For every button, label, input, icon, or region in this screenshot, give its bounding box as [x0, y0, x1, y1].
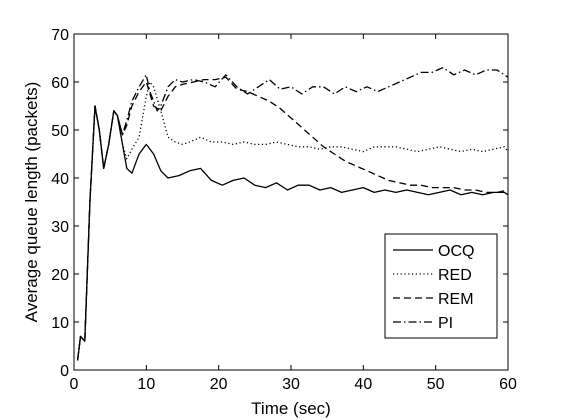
y-tick-label: 20 [51, 267, 69, 284]
y-tick-label: 40 [51, 171, 69, 188]
series-line-pi [76, 66, 509, 361]
x-tick-label: 0 [70, 376, 79, 393]
y-tick-label: 70 [51, 27, 69, 44]
plot-area: 0 10 20 30 40 50 60 0 10 20 30 40 50 60 70 [51, 27, 517, 393]
y-tick-label: 50 [51, 123, 69, 140]
legend-box [384, 233, 498, 339]
x-tick-label: 10 [137, 376, 155, 393]
legend-label-red: RED [438, 267, 472, 284]
y-tick-label: 30 [51, 219, 69, 236]
y-tick-label: 10 [51, 315, 69, 332]
x-tick-label: 60 [499, 376, 517, 393]
legend: OCQ RED REM PI [384, 233, 498, 339]
tick-layer: 0 10 20 30 40 50 60 0 10 20 30 40 50 60 70 [51, 27, 517, 393]
x-tick-label: 50 [427, 376, 445, 393]
x-tick-label: 40 [354, 376, 372, 393]
legend-label-ocq: OCQ [438, 243, 474, 260]
x-tick-label: 20 [210, 376, 228, 393]
y-tick-label: 60 [51, 75, 69, 92]
x-axis-label: Time (sec) [251, 399, 331, 418]
series-layer [76, 66, 509, 361]
legend-label-pi: PI [438, 315, 453, 332]
y-tick-label: 0 [60, 363, 69, 380]
y-axis-label: Average queue length (packets) [22, 82, 41, 323]
x-tick-label: 30 [282, 376, 300, 393]
legend-label-rem: REM [438, 291, 474, 308]
